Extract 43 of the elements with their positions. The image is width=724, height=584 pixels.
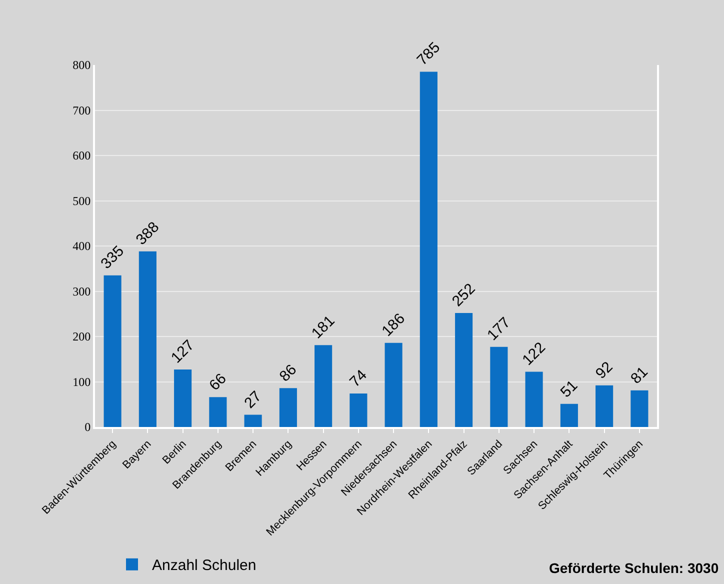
- data-label: 252: [448, 280, 479, 310]
- y-tick-label: 100: [72, 374, 91, 389]
- data-label: 335: [98, 242, 128, 272]
- data-label: 181: [308, 312, 338, 342]
- y-tick-label: 0: [84, 420, 91, 434]
- data-label: 177: [484, 314, 514, 344]
- data-label: 86: [276, 361, 300, 386]
- bar: [525, 372, 543, 427]
- bar: [138, 251, 156, 427]
- bar: [560, 404, 578, 427]
- y-tick-label: 800: [72, 58, 91, 72]
- data-label: 785: [414, 39, 444, 69]
- y-tick-label: 300: [72, 284, 91, 298]
- data-label: 74: [346, 366, 370, 391]
- bar: [314, 345, 332, 427]
- bar: [455, 312, 473, 427]
- y-tick-label: 600: [72, 148, 91, 163]
- y-tick-label: 700: [72, 103, 91, 118]
- data-label: 81: [628, 364, 652, 388]
- data-label: 127: [168, 336, 198, 367]
- bar: [596, 385, 614, 427]
- data-label: 51: [557, 377, 582, 401]
- bar: [384, 342, 402, 427]
- legend-label: Anzahl Schulen: [152, 557, 256, 574]
- bar: [420, 72, 438, 427]
- bar: [104, 275, 122, 427]
- data-label: 92: [592, 358, 616, 382]
- y-tick-label: 500: [72, 194, 91, 208]
- bar: [490, 346, 508, 427]
- bar: [630, 390, 648, 427]
- bar: [209, 397, 227, 427]
- bar: [174, 370, 192, 427]
- data-label: 186: [378, 310, 408, 340]
- data-label: 66: [206, 370, 230, 394]
- y-tick-label: 400: [72, 239, 91, 254]
- y-tick-label: 200: [72, 330, 91, 344]
- text: Geförderte Schulen: 3030: [549, 560, 719, 576]
- bar: [244, 414, 262, 427]
- bar: [279, 388, 297, 427]
- data-label: 27: [241, 388, 265, 412]
- data-label: 388: [132, 218, 163, 248]
- data-label: 122: [519, 339, 549, 369]
- bar: [350, 394, 368, 427]
